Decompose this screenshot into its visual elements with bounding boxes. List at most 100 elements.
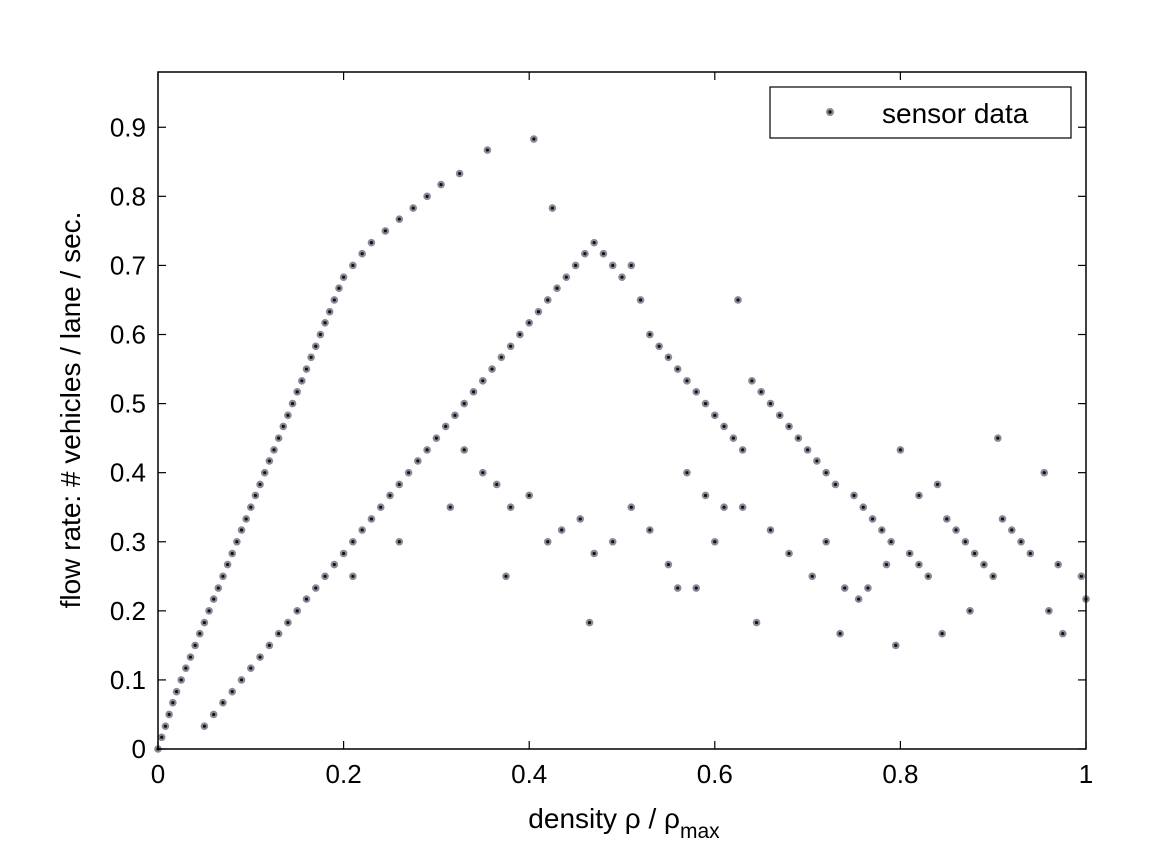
x-tick-label: 0.2 [326, 759, 362, 789]
x-tick-label: 0.6 [697, 759, 733, 789]
data-point [664, 560, 673, 569]
y-tick-label: 0.9 [110, 112, 146, 142]
data-point [961, 537, 970, 546]
data-point [492, 480, 501, 489]
data-point [673, 365, 682, 373]
data-point [864, 584, 872, 592]
data-point [237, 526, 246, 534]
data-point [989, 572, 997, 581]
data-point [247, 503, 255, 512]
data-point [247, 664, 255, 672]
data-point [302, 595, 311, 603]
data-point [488, 365, 496, 373]
data-point [734, 296, 742, 304]
data-point [293, 388, 302, 396]
data-point [233, 537, 241, 546]
data-point [608, 261, 617, 270]
data-point [915, 560, 923, 569]
data-point [553, 284, 561, 293]
data-point [172, 687, 181, 696]
data-point [970, 549, 979, 558]
data-point [157, 733, 166, 742]
data-point [209, 710, 218, 719]
data-point [479, 376, 487, 385]
data-point [497, 353, 506, 362]
data-point [933, 480, 942, 489]
data-point [274, 434, 283, 442]
data-point [270, 446, 278, 454]
data-point [525, 491, 533, 500]
data-point [451, 411, 459, 420]
data-point [335, 284, 343, 293]
data-point [502, 572, 510, 581]
data-point [395, 215, 404, 223]
data-point [850, 491, 858, 500]
data-point [1017, 537, 1025, 546]
data-point [738, 446, 747, 454]
data-point [376, 503, 385, 512]
data-point [752, 618, 761, 627]
y-tick-label: 0.8 [110, 181, 146, 211]
data-point [720, 503, 728, 512]
data-point [581, 249, 589, 258]
data-point [195, 629, 204, 638]
data-point [775, 411, 784, 420]
data-point [200, 618, 209, 627]
data-point [265, 457, 274, 465]
data-point [209, 595, 218, 603]
data-point [627, 503, 636, 512]
data-point [169, 698, 177, 707]
data-point [729, 434, 738, 442]
data-point [358, 249, 366, 258]
data-point [423, 446, 431, 454]
data-point [1040, 468, 1049, 477]
data-point [766, 399, 775, 408]
data-point [673, 584, 682, 592]
data-point [813, 457, 821, 465]
data-point [720, 422, 728, 431]
data-point [868, 515, 877, 523]
data-point [664, 353, 673, 362]
data-point [905, 549, 914, 558]
data-point [223, 560, 232, 569]
data-point [794, 434, 803, 442]
y-tick-label: 0.1 [110, 665, 146, 695]
data-point [219, 698, 227, 707]
data-point [242, 515, 250, 523]
data-point [321, 318, 329, 327]
data-point [316, 330, 325, 339]
x-axis-ticks: 0 0.2 0.4 0.6 0.8 1 [151, 72, 1093, 789]
data-point [1077, 572, 1086, 581]
data-point [423, 192, 431, 201]
legend-label: sensor data [882, 98, 1029, 129]
x-tick-label: 0 [151, 759, 165, 789]
plot-frame [157, 71, 1087, 750]
data-point [469, 388, 478, 396]
data-point [557, 526, 566, 534]
data-point [683, 376, 691, 385]
data-point [938, 629, 946, 638]
data-point [543, 537, 552, 546]
data-point [219, 572, 227, 581]
data-point [571, 261, 580, 270]
data-point [483, 146, 492, 154]
data-point [808, 572, 817, 581]
y-tick-label: 0.6 [110, 320, 146, 350]
y-tick-label: 0.2 [110, 596, 146, 626]
data-point [822, 537, 830, 546]
data-point [803, 446, 812, 454]
data-point [711, 411, 719, 420]
data-point [1007, 526, 1016, 534]
data-point [692, 388, 701, 396]
data-point [692, 584, 701, 592]
data-point [516, 330, 524, 339]
data-point [265, 641, 274, 650]
data-point [284, 618, 292, 627]
data-point [161, 722, 170, 731]
data-point [887, 537, 895, 546]
data-point [534, 307, 543, 316]
data-point [882, 560, 891, 569]
data-point [307, 353, 315, 362]
